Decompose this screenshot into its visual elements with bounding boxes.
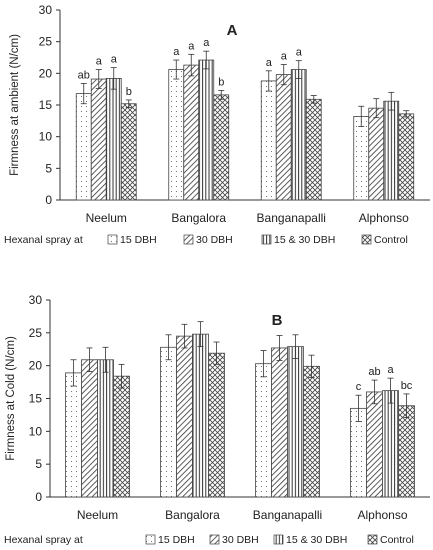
bar-neelum-30-dbh	[90, 78, 107, 201]
significance-label: c	[356, 381, 362, 393]
y-tick-label: 20	[39, 66, 53, 80]
bar-banganapalli-control	[305, 98, 322, 201]
chart-panel-b: 0 5 10 15 20 25 30 Firmness at Cold (N/cm) B Neel…	[4, 293, 430, 546]
legend-swatch-30-dbh	[209, 534, 220, 545]
significance-label: a	[281, 50, 288, 62]
significance-label: b	[126, 86, 132, 98]
x-tick-label-banganapalli: Banganapalli	[253, 508, 322, 522]
bar-alphonso-30-dbh	[366, 391, 383, 498]
bar-alphonso-15-dbh	[353, 116, 370, 201]
significance-label: ab	[368, 366, 380, 378]
y-tick-label: 0	[35, 490, 42, 504]
legend-label-15-dbh: 15 DBH	[120, 234, 157, 246]
y-tick-label: 25	[39, 35, 53, 49]
legend-swatch-30-dbh	[183, 234, 194, 245]
legend-swatch-15-dbh	[107, 234, 118, 245]
legend-label-15-30-dbh: 15 & 30 DBH	[286, 534, 347, 546]
legend-label-30-dbh: 30 DBH	[196, 234, 233, 246]
y-tick-label: 0	[45, 193, 52, 207]
bar-neelum-15-dbh	[65, 372, 82, 498]
legend: Hexanal spray at 15 DBH 30 DBH 15 & 30 DBH C…	[4, 534, 414, 546]
bar-alphonso-15-30-dbh	[383, 100, 400, 201]
y-tick-label: 10	[39, 130, 53, 144]
y-tick-label: 20	[29, 359, 43, 373]
legend-swatch-15-dbh	[145, 534, 156, 545]
bar-neelum-15-30-dbh	[105, 78, 122, 201]
y-tick-label: 30	[39, 3, 53, 17]
bar-banganapalli-15-dbh	[260, 80, 277, 201]
significance-label: a	[188, 40, 195, 52]
y-tick-label: 30	[29, 293, 43, 307]
legend-label-control: Control	[380, 534, 414, 546]
bar-bangalora-30-dbh	[176, 335, 193, 498]
significance-label: b	[218, 76, 224, 88]
bar-bangalora-control	[213, 94, 230, 201]
y-tick-label: 15	[39, 98, 53, 112]
bar-neelum-control	[113, 375, 130, 498]
legend-label-15-30-dbh: 15 & 30 DBH	[274, 234, 335, 246]
y-tick-label: 5	[45, 161, 52, 175]
bar-bangalora-15-dbh	[168, 69, 185, 201]
significance-label: a	[96, 56, 103, 68]
legend-title: Hexanal spray at	[4, 234, 83, 246]
legend-label-control: Control	[374, 234, 408, 246]
y-axis-label: Firmness at ambient (N/cm)	[9, 34, 21, 176]
bar-banganapalli-30-dbh	[275, 74, 292, 201]
significance-label: a	[266, 57, 273, 69]
x-tick-label-neelum: Neelum	[86, 211, 127, 225]
bar-banganapalli-15-30-dbh	[287, 346, 304, 498]
legend-title: Hexanal spray at	[4, 534, 83, 546]
significance-label: a	[111, 54, 118, 66]
legend: Hexanal spray at 15 DBH 30 DBH 15 & 30 DBH C…	[4, 234, 408, 246]
panel-label: B	[272, 312, 283, 329]
bar-alphonso-control	[398, 113, 415, 201]
bar-neelum-15-dbh	[75, 93, 92, 201]
bar-bangalora-15-dbh	[160, 346, 177, 498]
panel-label: A	[227, 22, 238, 39]
y-axis-label: Firmness at Cold (N/cm)	[5, 336, 17, 461]
bar-alphonso-15-30-dbh	[382, 390, 399, 498]
y-tick-label: 5	[35, 457, 42, 471]
y-tick-label: 15	[29, 392, 43, 406]
bar-alphonso-30-dbh	[368, 107, 385, 201]
x-tick-label-alphonso: Alphonso	[357, 508, 407, 522]
bar-banganapalli-control	[303, 365, 320, 498]
x-tick-label-neelum: Neelum	[77, 508, 118, 522]
bar-bangalora-control	[208, 352, 225, 498]
x-tick-label-banganapalli: Banganapalli	[257, 211, 326, 225]
bar-banganapalli-30-dbh	[271, 347, 288, 498]
bar-bangalora-30-dbh	[183, 64, 200, 201]
legend-swatch-control	[367, 534, 378, 545]
legend-label-15-dbh: 15 DBH	[158, 534, 195, 546]
y-tick-label: 10	[29, 424, 43, 438]
legend-swatch-15-30-dbh	[273, 534, 284, 545]
legend-label-30-dbh: 30 DBH	[222, 534, 259, 546]
bar-banganapalli-15-dbh	[255, 363, 272, 498]
significance-label: bc	[401, 380, 413, 392]
significance-label: a	[203, 37, 210, 49]
x-tick-label-alphonso: Alphonso	[359, 211, 409, 225]
significance-label: a	[296, 47, 303, 59]
legend-swatch-control	[361, 234, 372, 245]
x-tick-label-bangalora: Bangalora	[171, 211, 226, 225]
significance-label: a	[387, 364, 394, 376]
bar-bangalora-15-30-dbh	[192, 333, 209, 498]
bar-bangalora-15-30-dbh	[198, 59, 215, 201]
significance-label: ab	[78, 69, 90, 81]
legend-swatch-15-30-dbh	[261, 234, 272, 245]
bar-neelum-30-dbh	[81, 359, 98, 498]
significance-label: a	[173, 46, 180, 58]
y-tick-label: 25	[29, 326, 43, 340]
x-tick-label-bangalora: Bangalora	[165, 508, 220, 522]
bar-neelum-15-30-dbh	[97, 359, 114, 498]
bar-neelum-control	[120, 103, 137, 201]
chart-panel-a: 0 5 10 15 20 25 30 Firmness at ambient (N/cm) Aa…	[4, 3, 430, 246]
bar-alphonso-control	[398, 405, 415, 498]
bar-banganapalli-15-30-dbh	[290, 69, 307, 201]
